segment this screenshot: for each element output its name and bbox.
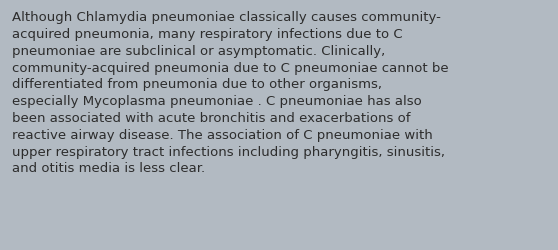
Text: Although Chlamydia pneumoniae classically causes community-
acquired pneumonia, : Although Chlamydia pneumoniae classicall…: [12, 11, 449, 175]
